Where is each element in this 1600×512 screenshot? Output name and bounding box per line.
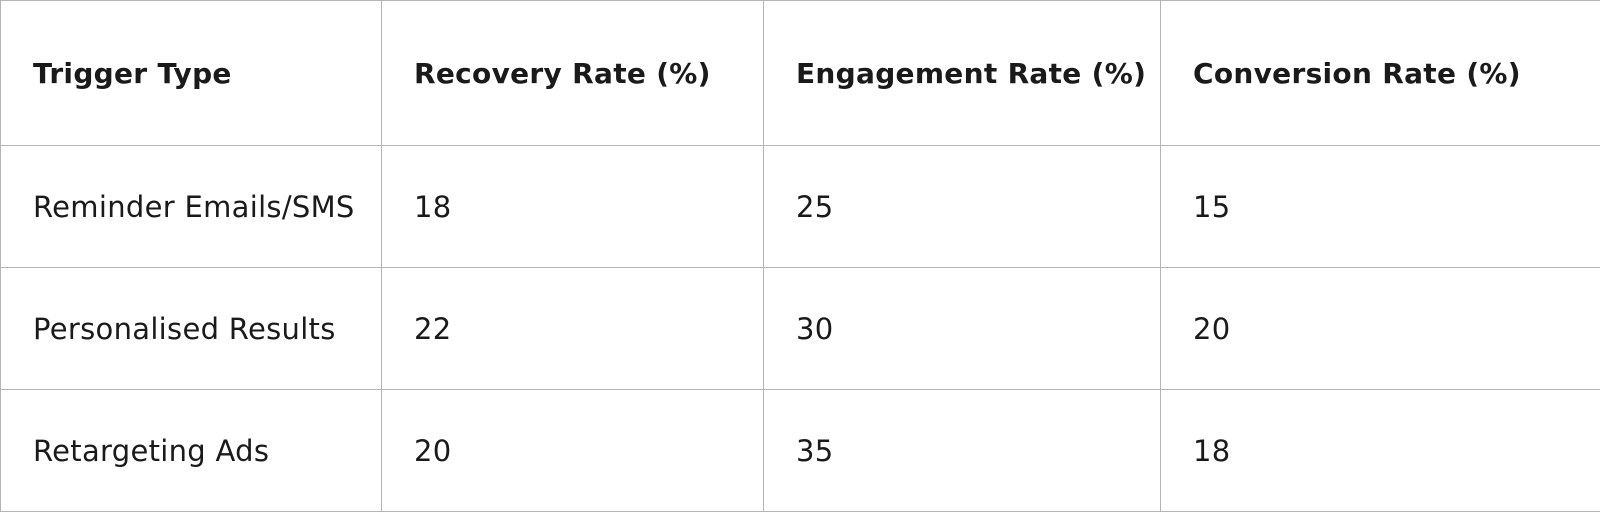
- table-body: Reminder Emails/SMS 18 25 15 Personalised Re…: [0, 145, 1600, 512]
- value-cell: 18: [1160, 389, 1600, 512]
- row-label: Retargeting Ads: [0, 389, 382, 512]
- value-cell: 30: [763, 267, 1161, 390]
- header-cell: Trigger Type: [0, 0, 382, 146]
- value-cell: 35: [763, 389, 1161, 512]
- row-label: Reminder Emails/SMS: [0, 145, 382, 268]
- header-row: Trigger Type Recovery Rate (%) Engagemen…: [0, 0, 1600, 146]
- table-head: Trigger Type Recovery Rate (%) Engagemen…: [0, 0, 1600, 146]
- value-cell: 20: [381, 389, 764, 512]
- value-cell: 22: [381, 267, 764, 390]
- header-cell: Recovery Rate (%): [381, 0, 764, 146]
- value-cell: 20: [1160, 267, 1600, 390]
- table-row: Personalised Results 22 30 20: [0, 267, 1600, 390]
- value-cell: 25: [763, 145, 1161, 268]
- value-cell: 15: [1160, 145, 1600, 268]
- table-row: Reminder Emails/SMS 18 25 15: [0, 145, 1600, 268]
- header-cell: Engagement Rate (%): [763, 0, 1161, 146]
- header-cell: Conversion Rate (%): [1160, 0, 1600, 146]
- row-label: Personalised Results: [0, 267, 382, 390]
- value-cell: 18: [381, 145, 764, 268]
- table-row: Retargeting Ads 20 35 18: [0, 389, 1600, 512]
